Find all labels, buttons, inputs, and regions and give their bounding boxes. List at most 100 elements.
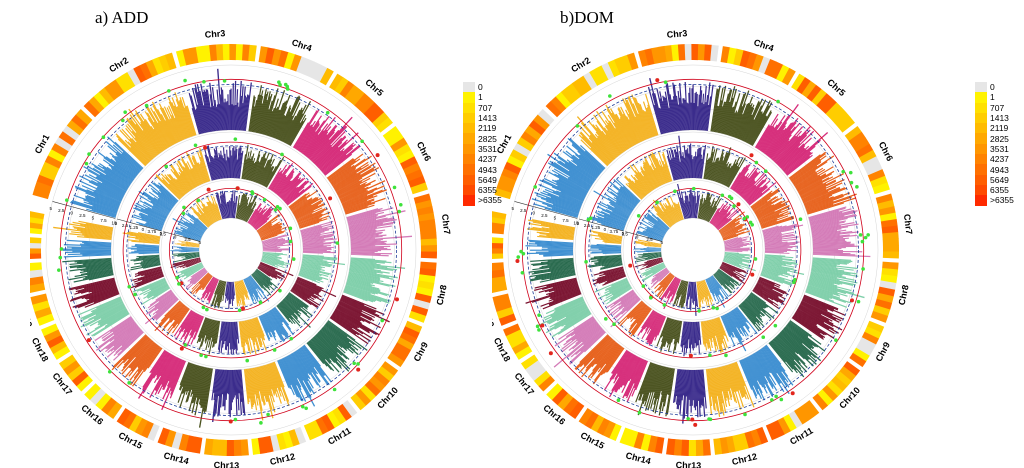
manhattan-bar xyxy=(221,155,225,179)
manhattan-bar xyxy=(706,278,715,294)
manhattan-bar xyxy=(177,263,203,277)
density-bin xyxy=(872,182,890,195)
density-bin xyxy=(555,91,572,109)
manhattan-bar xyxy=(152,297,178,321)
manhattan-bar xyxy=(786,154,813,176)
manhattan-bar xyxy=(177,105,190,138)
manhattan-bar xyxy=(302,234,334,241)
manhattan-bar xyxy=(292,286,315,301)
manhattan-bar xyxy=(298,211,331,225)
manhattan-bar xyxy=(214,204,221,220)
density-bin xyxy=(745,52,758,70)
suggestive-snp-point xyxy=(280,152,284,157)
manhattan-bar xyxy=(717,101,726,133)
manhattan-bar xyxy=(605,193,633,212)
manhattan-bar xyxy=(741,359,754,387)
density-bin xyxy=(492,282,508,294)
manhattan-bar xyxy=(91,298,122,313)
manhattan-bar xyxy=(558,316,594,341)
manhattan-bar xyxy=(763,262,794,270)
manhattan-bar xyxy=(548,291,581,305)
manhattan-bar xyxy=(809,279,852,292)
manhattan-bar xyxy=(548,250,574,252)
manhattan-bar xyxy=(236,321,240,344)
manhattan-bar xyxy=(633,304,647,320)
manhattan-bar xyxy=(230,88,232,131)
density-bin xyxy=(417,212,435,222)
manhattan-bar xyxy=(629,305,649,330)
density-bin xyxy=(66,119,84,136)
manhattan-track-Chr6 xyxy=(256,214,287,241)
density-bin xyxy=(30,211,45,220)
significant-snp-point xyxy=(655,78,660,83)
manhattan-bar xyxy=(810,213,857,225)
manhattan-bar xyxy=(214,150,221,179)
manhattan-bar xyxy=(254,153,265,183)
manhattan-bar xyxy=(568,161,596,182)
manhattan-bar xyxy=(665,205,677,223)
significant-snp-point xyxy=(228,419,233,424)
manhattan-bar xyxy=(245,203,257,222)
manhattan-bar xyxy=(157,195,174,208)
manhattan-bar xyxy=(143,284,169,299)
manhattan-bar xyxy=(631,360,648,397)
legend-entry: 0 xyxy=(463,82,502,93)
density-bin xyxy=(67,365,85,381)
manhattan-bar xyxy=(283,357,307,402)
manhattan-bar xyxy=(202,277,216,299)
manhattan-bar xyxy=(173,305,186,321)
manhattan-bar xyxy=(71,285,117,301)
manhattan-bar xyxy=(147,207,167,218)
manhattan-bar xyxy=(349,269,390,278)
axis-tick-label: 5 xyxy=(49,206,52,211)
manhattan-bar xyxy=(596,244,622,247)
manhattan-bar xyxy=(242,144,249,179)
manhattan-bar xyxy=(696,369,700,401)
manhattan-bar xyxy=(798,307,834,328)
manhattan-bar xyxy=(591,251,622,253)
manhattan-bar xyxy=(151,207,168,217)
suggestive-snp-point xyxy=(849,180,854,185)
manhattan-bar xyxy=(150,107,173,146)
manhattan-bar xyxy=(264,88,279,135)
manhattan-bar xyxy=(276,304,294,324)
manhattan-bar xyxy=(610,286,632,300)
manhattan-bar xyxy=(747,296,766,314)
manhattan-bar xyxy=(677,202,684,220)
manhattan-bar xyxy=(629,303,645,320)
manhattan-bar xyxy=(235,321,238,340)
manhattan-bar xyxy=(340,189,367,202)
density-bin xyxy=(404,320,423,334)
manhattan-bar xyxy=(82,253,112,256)
manhattan-bar xyxy=(646,212,669,231)
manhattan-bar xyxy=(756,203,782,217)
manhattan-bar xyxy=(806,196,852,213)
manhattan-bar xyxy=(80,265,113,272)
manhattan-bar xyxy=(554,283,579,292)
manhattan-bar xyxy=(255,270,273,285)
manhattan-bar xyxy=(185,364,196,395)
manhattan-bar xyxy=(228,281,231,310)
manhattan-bar xyxy=(230,321,232,355)
manhattan-bar xyxy=(763,262,782,267)
manhattan-bar xyxy=(277,360,292,390)
manhattan-bar xyxy=(689,281,691,297)
manhattan-bar xyxy=(213,280,223,307)
manhattan-bar xyxy=(217,68,223,131)
manhattan-bar xyxy=(263,166,275,187)
density-bin xyxy=(492,222,505,230)
suggestive-snp-point xyxy=(273,207,278,212)
manhattan-bar xyxy=(349,226,378,232)
manhattan-bar xyxy=(792,155,835,184)
manhattan-bar xyxy=(299,347,315,368)
manhattan-bar xyxy=(233,80,237,131)
manhattan-bar xyxy=(710,211,720,224)
manhattan-bar xyxy=(596,137,616,160)
axis-tick-label: 0 xyxy=(636,234,639,239)
manhattan-bar xyxy=(292,287,310,299)
manhattan-bar xyxy=(299,123,320,153)
manhattan-bar xyxy=(321,328,348,352)
manhattan-bar xyxy=(190,316,204,345)
manhattan-bar xyxy=(211,280,222,307)
manhattan-bar xyxy=(282,119,294,142)
